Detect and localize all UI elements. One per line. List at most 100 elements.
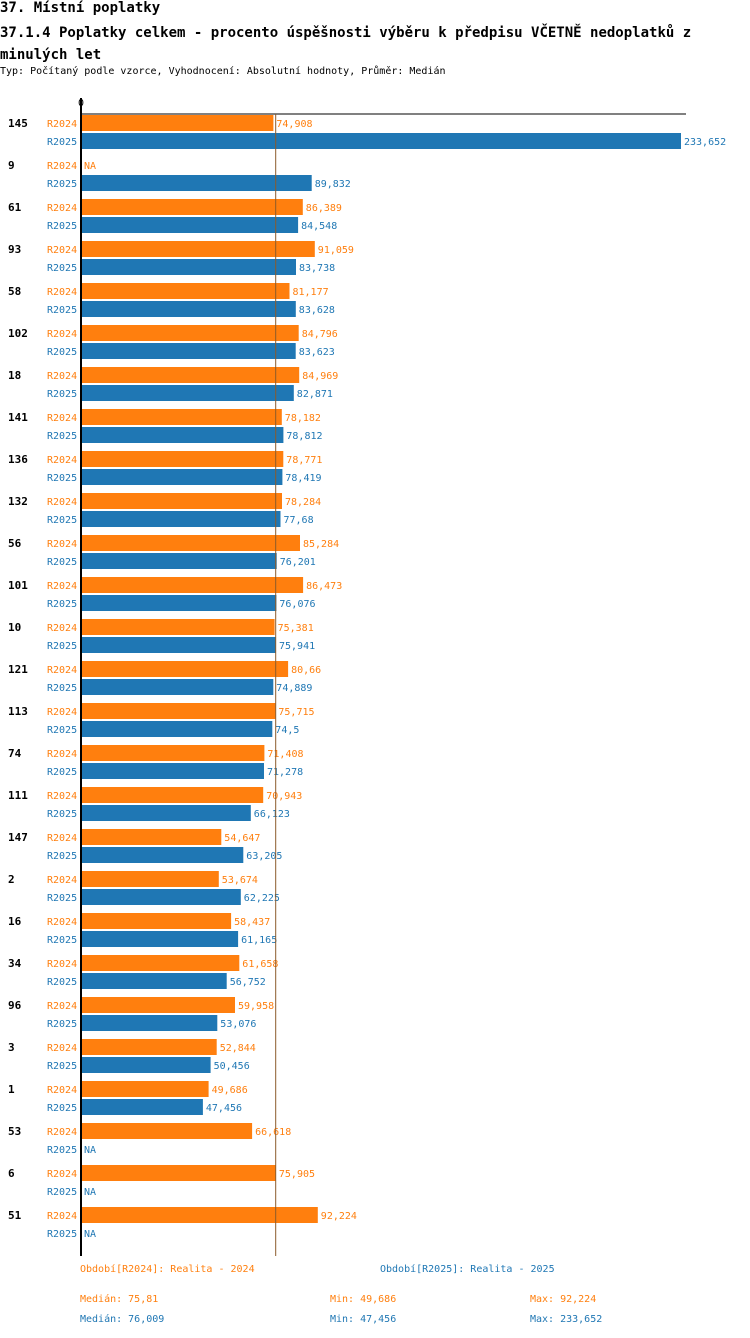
data-label: NA [84,1145,96,1156]
data-label: 78,812 [286,431,322,442]
bar-r2025 [81,133,681,149]
series-label: R2025 [47,851,77,862]
series-label: R2024 [47,245,77,256]
bar-r2024 [81,661,289,677]
series-label: R2025 [47,1229,77,1240]
data-label: 74,908 [276,119,312,130]
bar-r2025 [81,1099,203,1115]
series-label: R2024 [47,833,77,844]
category-label: 136 [8,453,28,466]
data-label: 74,5 [275,725,299,736]
bar-r2024 [81,367,300,383]
bar-r2024 [81,493,282,509]
series-label: R2025 [47,977,77,988]
series-label: R2024 [47,665,77,676]
category-label: 93 [8,243,21,256]
bar-r2024 [81,1123,253,1139]
data-label: 50,456 [214,1061,250,1072]
bar-r2024 [81,115,274,131]
category-label: 145 [8,117,28,130]
series-label: R2025 [47,599,77,610]
bar-r2025 [81,385,294,401]
series-label: R2025 [47,389,77,400]
data-label: 47,456 [206,1103,242,1114]
bar-r2025 [81,595,277,611]
category-label: 16 [8,915,22,928]
bar-r2024 [81,619,275,635]
bar-r2024 [81,703,276,719]
data-label: 86,473 [306,581,342,592]
series-label: R2025 [47,557,77,568]
bar-r2024 [81,871,219,887]
section-title: 37. Místní poplatky [0,0,161,16]
data-label: 75,905 [279,1169,315,1180]
stat-r2025-min: Min: 47,456 [330,1314,397,1325]
data-label: 83,628 [299,305,335,316]
series-label: R2025 [47,515,77,526]
bar-r2025 [81,427,284,443]
data-label: NA [84,161,96,172]
series-label: R2024 [47,875,77,886]
data-label: 71,408 [267,749,303,760]
legend-r2024: Období[R2024]: Realita - 2024 [80,1264,255,1275]
series-label: R2025 [47,1103,77,1114]
series-label: R2024 [47,161,77,172]
series-label: R2025 [47,767,77,778]
stat-r2025-median: Medián: 76,009 [80,1314,165,1325]
data-label: 84,796 [302,329,338,340]
category-label: 74 [8,747,22,760]
series-label: R2025 [47,1061,77,1072]
data-label: 85,284 [303,539,339,550]
category-label: 102 [8,327,28,340]
data-label: 75,381 [278,623,314,634]
bar-r2025 [81,889,241,905]
chart-title: 37.1.4 Poplatky celkem - procento úspěšn… [0,25,692,63]
category-label: 111 [8,789,28,802]
bar-r2024 [81,283,290,299]
bar-r2024 [81,1207,318,1223]
series-label: R2025 [47,809,77,820]
data-label: 77,68 [284,515,314,526]
data-label: 70,943 [266,791,302,802]
bar-r2024 [81,955,240,971]
data-label: NA [84,1229,96,1240]
bar-r2024 [81,241,315,257]
series-label: R2025 [47,305,77,316]
data-label: 92,224 [321,1211,357,1222]
data-label: 52,844 [220,1043,256,1054]
data-label: 61,658 [242,959,278,970]
series-label: R2024 [47,749,77,760]
series-label: R2024 [47,497,77,508]
bar-r2025 [81,259,296,275]
data-label: 53,076 [220,1019,256,1030]
bar-r2025 [81,721,273,737]
data-label: 75,715 [278,707,314,718]
series-label: R2025 [47,683,77,694]
data-label: 82,871 [297,389,333,400]
data-label: 80,66 [291,665,321,676]
bar-r2024 [81,1081,209,1097]
data-label: 66,618 [255,1127,291,1138]
data-label: 71,278 [267,767,303,778]
series-label: R2025 [47,431,77,442]
data-label: 233,652 [684,137,726,148]
bar-r2025 [81,217,299,233]
bar-r2024 [81,577,304,593]
series-label: R2025 [47,347,77,358]
series-label: R2024 [47,1127,77,1138]
category-label: 96 [8,999,22,1012]
series-label: R2025 [47,221,77,232]
bar-r2024 [81,451,284,467]
series-label: R2025 [47,179,77,190]
series-label: R2024 [47,1043,77,1054]
stat-r2024-min: Min: 49,686 [330,1294,397,1305]
series-label: R2024 [47,455,77,466]
bar-r2025 [81,763,264,779]
data-label: 78,419 [285,473,321,484]
data-label: 53,674 [222,875,258,886]
data-label: 84,548 [301,221,337,232]
series-label: R2025 [47,263,77,274]
data-label: 66,123 [254,809,290,820]
data-label: 59,958 [238,1001,274,1012]
category-label: 1 [8,1083,15,1096]
